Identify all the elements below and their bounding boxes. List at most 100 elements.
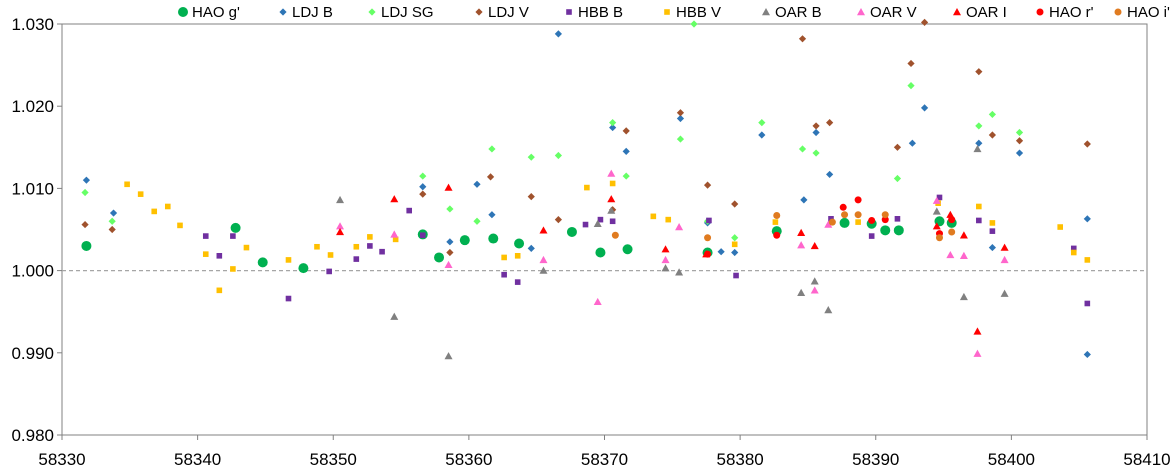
- series-hbb-v: [124, 180, 1091, 294]
- data-point-oar-b: [797, 288, 806, 296]
- data-point-hbb-b: [582, 221, 589, 228]
- data-point-ldj-v: [975, 68, 983, 76]
- data-point-oar-i: [797, 228, 806, 236]
- data-point-ldj-b: [1083, 215, 1091, 223]
- data-point-oar-b: [444, 352, 453, 360]
- data-point-hbb-v: [285, 257, 292, 263]
- data-point-hao-r: [773, 231, 781, 239]
- data-point-oar-b: [539, 266, 548, 274]
- data-point-hbb-v: [976, 203, 982, 210]
- data-point-oar-i: [539, 226, 548, 234]
- data-point-oar-v: [593, 297, 602, 306]
- x-tick-label: 58340: [174, 450, 221, 469]
- data-point-ldj-sg: [419, 172, 427, 180]
- data-point-ldj-v: [907, 59, 915, 68]
- data-point-hbb-b: [501, 271, 507, 278]
- data-point-hao-g: [514, 238, 525, 249]
- series-oar-v: [336, 169, 1009, 357]
- data-point-ldj-v: [676, 109, 685, 117]
- series-hao-i: [611, 211, 956, 242]
- data-point-hbb-v: [514, 253, 521, 259]
- x-tick-label: 58400: [988, 450, 1035, 469]
- data-point-ldj-v: [446, 248, 454, 257]
- data-point-ldj-sg: [1015, 128, 1024, 137]
- data-point-oar-v: [810, 286, 819, 294]
- data-points: [81, 18, 1091, 360]
- data-point-hbb-v: [202, 251, 209, 257]
- data-point-hao-i: [611, 231, 619, 239]
- data-point-hao-i: [881, 211, 889, 219]
- data-point-ldj-sg: [527, 153, 535, 161]
- data-point-ldj-b: [676, 114, 685, 123]
- legend-marker-ldj-v: [475, 8, 483, 16]
- data-point-hao-g: [298, 263, 309, 274]
- legend-item-ldj-b: LDJ B: [279, 4, 333, 21]
- data-point-ldj-b: [731, 248, 739, 257]
- data-point-ldj-b: [609, 123, 617, 132]
- y-tick-label: 0.980: [11, 426, 54, 445]
- data-point-oar-i: [932, 222, 941, 230]
- data-point-hao-g: [595, 247, 606, 258]
- data-point-hbb-v: [216, 287, 223, 294]
- x-tick-label: 58370: [581, 450, 628, 469]
- data-point-hao-g: [81, 240, 92, 251]
- data-point-oar-v: [973, 349, 982, 357]
- data-point-ldj-b: [82, 176, 91, 184]
- data-point-hbb-b: [406, 207, 412, 214]
- data-point-ldj-v: [893, 143, 902, 151]
- data-point-ldj-v: [988, 131, 996, 139]
- data-point-oar-v: [336, 222, 345, 230]
- data-point-ldj-b: [988, 243, 996, 252]
- data-point-ldj-sg: [609, 119, 617, 127]
- data-point-hao-r: [881, 216, 889, 224]
- data-point-ldj-v: [108, 225, 116, 234]
- x-tick-label: 58330: [38, 450, 85, 469]
- data-point-hao-g: [257, 257, 268, 268]
- data-point-ldj-sg: [975, 122, 983, 130]
- data-point-hao-g: [880, 225, 891, 236]
- data-point-ldj-b: [488, 211, 496, 219]
- data-point-hao-g: [839, 217, 850, 228]
- data-point-hao-i: [948, 228, 956, 236]
- data-point-hao-i: [773, 212, 781, 220]
- legend-item-hbb-b: HBB B: [566, 4, 623, 21]
- data-point-oar-v: [661, 255, 670, 264]
- data-point-ldj-v: [1015, 137, 1024, 145]
- y-axis: 0.980 0.990 1.000 1.010 1.020 1.030: [11, 15, 62, 445]
- data-point-oar-i: [810, 241, 819, 250]
- data-point-ldj-sg: [554, 151, 562, 160]
- x-tick-label: 58380: [716, 450, 763, 469]
- data-point-oar-b: [1000, 289, 1009, 297]
- data-point-ldj-b: [1015, 149, 1024, 157]
- data-point-ldj-b: [622, 147, 630, 156]
- data-point-oar-b: [959, 292, 968, 301]
- data-point-ldj-b: [975, 139, 983, 147]
- data-point-hbb-b: [894, 216, 901, 222]
- data-point-oar-v: [959, 251, 968, 260]
- data-point-ldj-b: [554, 30, 562, 38]
- data-point-ldj-sg: [622, 172, 630, 180]
- data-point-oar-i: [336, 227, 345, 236]
- data-point-ldj-v: [703, 181, 712, 189]
- data-point-hbb-b: [216, 253, 223, 259]
- data-point-hao-i: [854, 211, 862, 219]
- data-point-hbb-b: [597, 216, 604, 223]
- data-point-oar-v: [946, 250, 955, 259]
- data-point-hbb-b: [367, 243, 373, 249]
- data-point-oar-v: [797, 241, 806, 249]
- data-point-hbb-b: [419, 232, 426, 239]
- data-point-ldj-b: [758, 131, 766, 139]
- data-point-ldj-b: [812, 128, 820, 137]
- data-point-ldj-b: [527, 244, 535, 253]
- data-point-hao-i: [828, 218, 836, 226]
- data-point-oar-i: [946, 210, 955, 218]
- data-point-ldj-sg: [731, 234, 739, 242]
- data-point-hao-g: [459, 235, 470, 246]
- data-point-oar-b: [973, 144, 982, 153]
- series-ldj-v: [81, 18, 1091, 257]
- data-point-hbb-v: [1057, 224, 1063, 230]
- legend-marker-oar-i: [953, 8, 961, 16]
- data-point-hbb-b: [828, 216, 834, 222]
- legend-marker-hao-i: [1114, 8, 1122, 16]
